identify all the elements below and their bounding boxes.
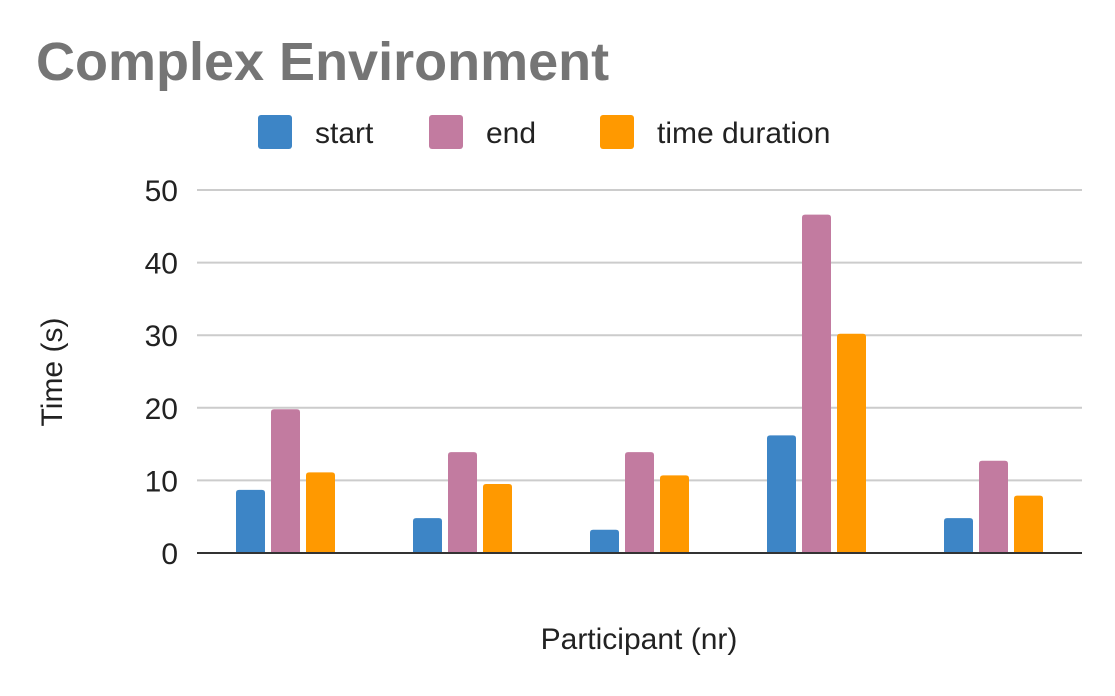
bar-end-3 xyxy=(625,452,654,553)
bar-end-2 xyxy=(448,452,477,553)
bar-time-duration-5 xyxy=(1014,495,1043,553)
y-tick-label: 0 xyxy=(161,538,178,571)
bar-time-duration-1 xyxy=(306,472,335,553)
x-axis-label: Participant (nr) xyxy=(541,623,738,656)
bar-start-5 xyxy=(944,518,973,553)
bar-start-4 xyxy=(767,435,796,553)
bar-start-2 xyxy=(413,518,442,553)
legend-label: time duration xyxy=(657,117,830,150)
bar-time-duration-3 xyxy=(660,475,689,553)
bar-end-5 xyxy=(979,460,1008,553)
y-tick-label: 30 xyxy=(145,320,178,353)
legend-label: end xyxy=(486,117,536,150)
legend-swatch xyxy=(600,115,634,149)
bar-start-1 xyxy=(236,489,265,553)
legend: start end time duration xyxy=(258,115,830,150)
y-tick-label: 20 xyxy=(145,393,178,426)
y-axis-ticks: 0 10 20 30 40 50 xyxy=(145,175,178,571)
bar-time-duration-4 xyxy=(837,333,866,553)
bar-start-3 xyxy=(590,529,619,553)
legend-swatch xyxy=(258,115,292,149)
legend-label: start xyxy=(315,117,374,150)
y-tick-label: 10 xyxy=(145,465,178,498)
y-axis-label: Time (s) xyxy=(36,318,69,427)
gridlines xyxy=(197,189,1082,482)
bar-end-4 xyxy=(802,214,831,553)
bars xyxy=(236,214,1043,553)
legend-swatch xyxy=(429,115,463,149)
bar-end-1 xyxy=(271,409,300,553)
y-tick-label: 50 xyxy=(145,175,178,208)
bar-time-duration-2 xyxy=(483,484,512,553)
y-tick-label: 40 xyxy=(145,248,178,281)
chart-title: Complex Environment xyxy=(36,32,609,92)
